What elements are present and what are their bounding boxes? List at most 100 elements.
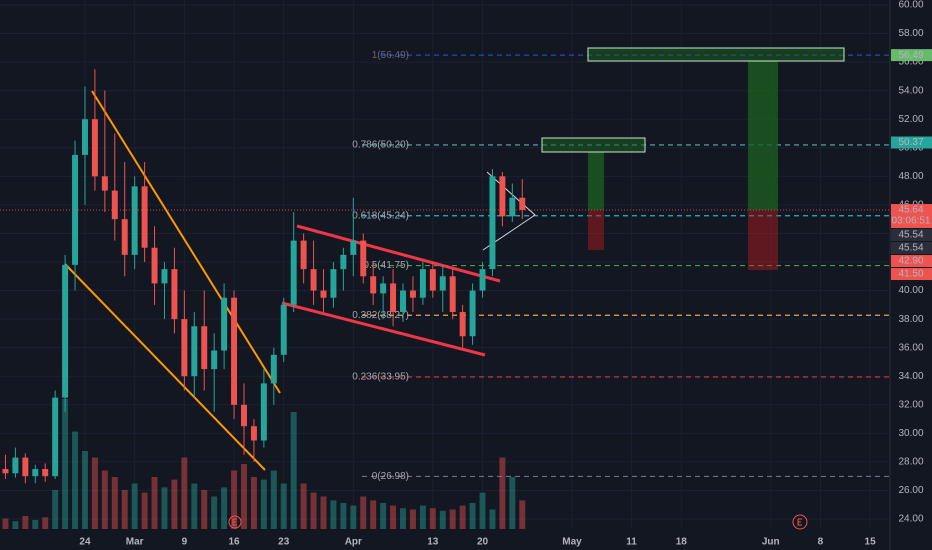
volume-bar: [151, 477, 158, 529]
y-tick-label: 52.00: [898, 114, 923, 125]
y-tick-label: 32.00: [898, 399, 923, 410]
fib-label: 0.236(33.95): [352, 372, 409, 383]
x-tick-label: 8: [818, 537, 824, 548]
candle-body: [12, 457, 19, 474]
x-tick-label: Apr: [345, 537, 362, 548]
volume-bar: [300, 483, 307, 529]
candle-body: [310, 269, 317, 291]
candle-body: [390, 283, 397, 312]
volume-bar: [290, 412, 297, 529]
volume-bar: [469, 503, 476, 529]
candle-body: [221, 297, 228, 351]
price-tag: [891, 242, 932, 255]
volume-bar: [280, 483, 287, 529]
earnings-letter: [232, 518, 237, 526]
candle-body: [489, 176, 496, 270]
candle-body: [241, 404, 247, 427]
wedge-line: [91, 90, 281, 394]
volume-bar: [72, 431, 79, 529]
y-tick-label: 54.00: [898, 85, 923, 96]
y-tick-label: 36.00: [898, 342, 923, 353]
candle-body: [429, 269, 436, 291]
candle-body: [52, 397, 59, 477]
candle-body: [62, 264, 69, 398]
y-tick-label: 38.00: [898, 314, 923, 325]
volume-bar: [171, 479, 178, 529]
price-tag-label: 45.54: [898, 230, 923, 241]
volume-bar: [231, 470, 238, 529]
stop-zone: [748, 210, 778, 270]
candle-body: [111, 190, 118, 220]
x-tick-label: 23: [278, 537, 290, 548]
candle-body: [280, 304, 287, 355]
fib-label: 0.786(50.20): [352, 140, 409, 151]
fib-label: 0.382(38.27): [352, 310, 409, 321]
candle-body: [22, 457, 29, 477]
countdown: 03:06:51: [892, 216, 931, 227]
volume-bar: [211, 496, 218, 529]
volume-bar: [409, 509, 416, 529]
candle-body: [380, 283, 387, 294]
volume-bar: [111, 477, 118, 529]
candle-body: [469, 290, 476, 337]
volume-bar: [390, 505, 397, 529]
target-zone: [748, 61, 778, 210]
candle-body: [181, 319, 188, 377]
volume-bar: [161, 487, 168, 529]
fib-label: 0.618(45.24): [352, 210, 409, 221]
candle-body: [32, 469, 39, 477]
volume-bar: [81, 451, 88, 529]
volume-bar: [419, 505, 426, 529]
earnings-icon[interactable]: [228, 515, 242, 529]
x-tick-label: 9: [182, 537, 188, 548]
candle-body: [330, 269, 337, 298]
candle-body: [370, 276, 377, 294]
volume-pane: [2, 399, 526, 529]
x-tick-label: Jun: [762, 537, 780, 548]
volume-bar: [2, 518, 9, 529]
volume-bar: [52, 490, 59, 529]
wedge-line: [64, 263, 266, 471]
volume-bar: [91, 457, 98, 529]
candle-body: [201, 326, 208, 370]
candle-body: [171, 269, 178, 320]
x-tick-label: 16: [228, 537, 240, 548]
volume-bar: [439, 510, 446, 529]
x-tick-label: 13: [427, 537, 439, 548]
y-tick-label: 56.00: [898, 57, 923, 68]
candle-body: [101, 176, 108, 191]
candle-body: [231, 297, 238, 405]
price-tag-label: 45.64: [898, 205, 923, 216]
candle-body: [270, 354, 277, 384]
x-tick-label: Mar: [126, 537, 144, 548]
candle-body: [320, 290, 327, 298]
volume-bar: [370, 500, 377, 529]
price-tag-label: 42.90: [898, 256, 923, 267]
volume-bar: [260, 479, 267, 529]
candles: [0, 69, 890, 484]
earnings-icon[interactable]: [792, 514, 808, 530]
price-tag: [891, 49, 932, 62]
candle-body: [509, 197, 516, 217]
volume-bar: [429, 508, 436, 529]
candle-body: [42, 469, 49, 477]
y-tick-label: 58.00: [898, 28, 923, 39]
y-tick-label: 48.00: [898, 171, 923, 182]
x-tick-label: 20: [477, 537, 489, 548]
volume-bar: [519, 500, 526, 529]
fib-label: 1(56.49): [372, 50, 409, 61]
candle-body: [131, 186, 138, 255]
volume-bar: [320, 496, 327, 529]
volume-bar: [32, 519, 39, 529]
candle-body: [211, 350, 218, 370]
volume-bar: [250, 477, 257, 529]
fib-label: 0(26.98): [372, 471, 409, 482]
candle-body: [449, 276, 456, 312]
earnings-letters: [232, 518, 802, 526]
volume-bar: [12, 521, 19, 529]
fib-label: 0.5(41.75): [363, 260, 409, 271]
candle-body: [479, 269, 486, 291]
volume-bar: [121, 490, 128, 529]
